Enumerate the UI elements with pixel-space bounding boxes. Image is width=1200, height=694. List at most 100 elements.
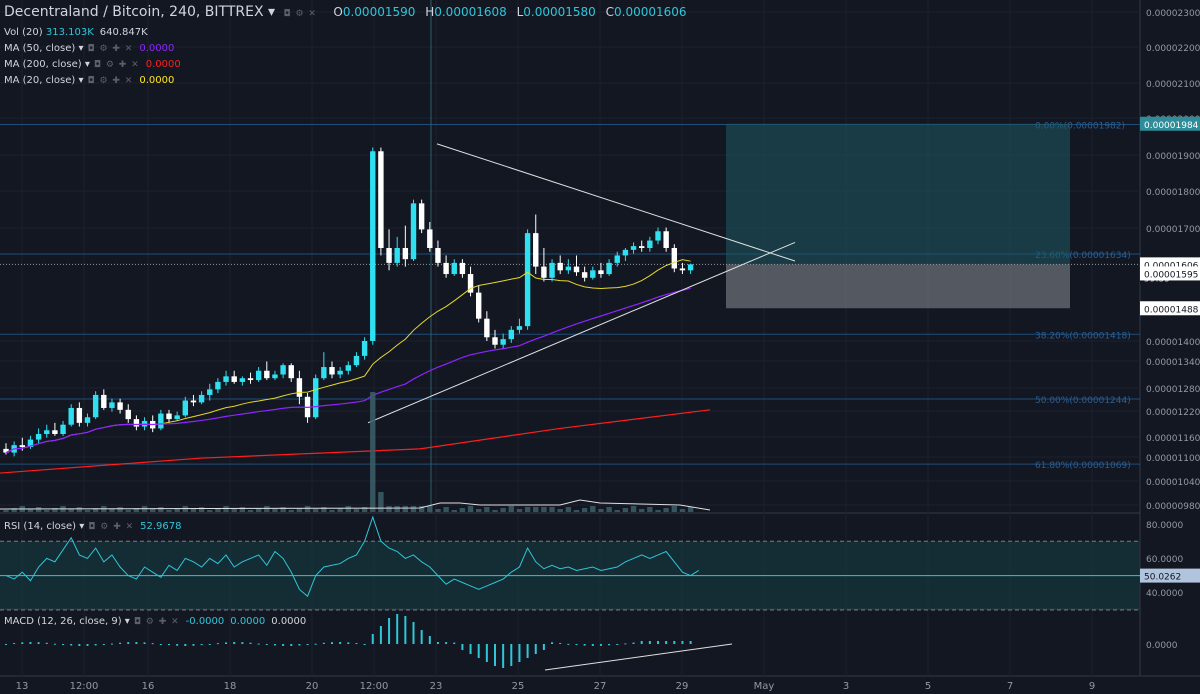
candle-body: [84, 417, 91, 423]
price-tick-label: 0.00001220: [1146, 408, 1200, 418]
candle-body: [679, 268, 686, 271]
candle-body: [370, 151, 376, 341]
time-tick-label: 25: [512, 681, 525, 692]
legend-controls[interactable]: ◘ ⚙ ✕: [283, 9, 317, 19]
price-tick-label: 0.00000980: [1146, 502, 1200, 512]
candle-body: [272, 374, 278, 379]
macd-histogram-bar: [13, 643, 16, 645]
volume-bar: [166, 510, 172, 512]
study-controls-icon: ◘ ⚙ ✚ ✕: [88, 522, 135, 532]
volume-bar: [476, 509, 482, 512]
volume-bar: [361, 507, 368, 512]
macd-histogram-bar: [70, 644, 73, 646]
macd-histogram-bar: [273, 644, 276, 646]
macd-histogram-bar: [599, 644, 602, 646]
candle-body: [190, 400, 197, 403]
volume-bar: [304, 506, 311, 512]
ma200-study-legend[interactable]: MA (200, close) ▾ ◘ ⚙ ✚ ✕ 0.0000: [4, 59, 181, 70]
chevron-down-icon[interactable]: ▾: [268, 4, 276, 20]
macd-histogram-bar: [110, 643, 113, 645]
ma50-line: [5, 287, 691, 454]
volume-bar: [378, 492, 384, 512]
symbol-title[interactable]: Decentraland / Bitcoin, 240, BITTREX: [4, 4, 264, 20]
macd-histogram-bar: [363, 644, 366, 645]
volume-study-legend[interactable]: Vol (20) 313.103K 640.847K: [4, 27, 148, 38]
rsi-current-label-box: [1140, 568, 1200, 583]
volume-bar: [158, 507, 164, 512]
volume-bar: [549, 507, 555, 512]
time-tick-label: 13: [16, 681, 29, 692]
volume-bar: [622, 508, 629, 512]
candle-body: [264, 370, 270, 379]
macd-histogram-bar: [453, 642, 456, 644]
candle-body: [337, 370, 343, 375]
macd-histogram-bar: [396, 614, 399, 644]
volume-bar: [92, 508, 99, 512]
rsi-tick-label: 60.0000: [1146, 555, 1183, 565]
ma20-study-legend[interactable]: MA (20, close) ▾ ◘ ⚙ ✚ ✕ 0.0000: [4, 75, 175, 86]
macd-histogram-bar: [510, 644, 513, 666]
macd-histogram-bar: [257, 643, 260, 645]
volume-bar: [231, 509, 237, 512]
candle-body: [255, 370, 262, 381]
volume-bar: [76, 507, 83, 512]
macd-histogram-bar: [53, 643, 56, 645]
volume-bar: [125, 510, 131, 512]
macd-legend[interactable]: MACD (12, 26, close, 9) ▾ ◘ ⚙ ✚ ✕ -0.0000 0…: [4, 616, 307, 627]
price-tick-label: 0.00001900: [1146, 152, 1200, 162]
macd-histogram-bar: [216, 643, 219, 645]
volume-bar: [68, 509, 74, 512]
candle-body: [207, 389, 213, 395]
candle-body: [549, 262, 555, 278]
volume-bar: [223, 506, 229, 512]
candle-body: [92, 394, 99, 418]
volume-bar: [614, 510, 620, 512]
volume-bar: [443, 507, 449, 512]
rsi-legend[interactable]: RSI (14, close) ▾ ◘ ⚙ ✚ ✕ 52.9678: [4, 521, 182, 532]
candle-body: [158, 413, 164, 429]
macd-histogram-bar: [21, 642, 24, 644]
ma50-study-legend[interactable]: MA (50, close) ▾ ◘ ⚙ ✚ ✕ 0.0000: [4, 43, 175, 54]
macd-histogram-bar: [648, 641, 651, 644]
candle-body: [565, 266, 572, 271]
price-tick-label: 0.00001340: [1146, 358, 1200, 368]
candle-body: [541, 266, 547, 278]
stop-loss-zone: [726, 264, 1070, 309]
volume-bar: [370, 392, 376, 512]
study-controls-icon: ◘ ⚙ ✚ ✕: [93, 60, 140, 70]
volume-bar: [345, 506, 351, 512]
price-tick-label: 0.00002100: [1146, 80, 1200, 90]
volume-bar: [671, 506, 677, 512]
candle-body: [109, 402, 115, 408]
time-tick-label: 27: [594, 681, 607, 692]
macd-histogram-bar: [5, 644, 7, 645]
rsi-tick-label: 40.0000: [1146, 589, 1183, 599]
volume-bar: [533, 507, 539, 512]
candle-body: [614, 255, 620, 263]
candle-body: [630, 246, 637, 250]
macd-histogram-bar: [151, 643, 154, 645]
ma-price-label: 0.00001595: [1144, 270, 1198, 280]
volume-bar: [557, 509, 563, 512]
last-price-label: 0.00001606: [1144, 261, 1199, 271]
candle-body: [166, 413, 172, 420]
candle-body: [329, 367, 335, 375]
time-tick-label: 9: [1089, 681, 1095, 692]
study-controls-icon: ◘ ⚙ ✚ ✕: [87, 76, 134, 86]
ohlc-values: O0.00001590 H0.00001608 L0.00001580 C0.0…: [333, 5, 687, 19]
candle-body: [524, 233, 531, 327]
candle-body: [247, 378, 254, 381]
macd-histogram-bar: [412, 622, 415, 644]
candle-body: [313, 378, 319, 418]
candle-body: [557, 262, 563, 271]
candle-body: [280, 365, 286, 375]
macd-histogram-bar: [526, 644, 529, 658]
candle-body: [508, 329, 514, 340]
volume-bar: [598, 509, 604, 512]
volume-bar: [11, 508, 17, 512]
volume-bar: [394, 506, 400, 512]
price-tick-label: 0.00001100: [1146, 454, 1200, 464]
volume-bar: [402, 506, 409, 512]
macd-histogram-bar: [119, 642, 122, 644]
